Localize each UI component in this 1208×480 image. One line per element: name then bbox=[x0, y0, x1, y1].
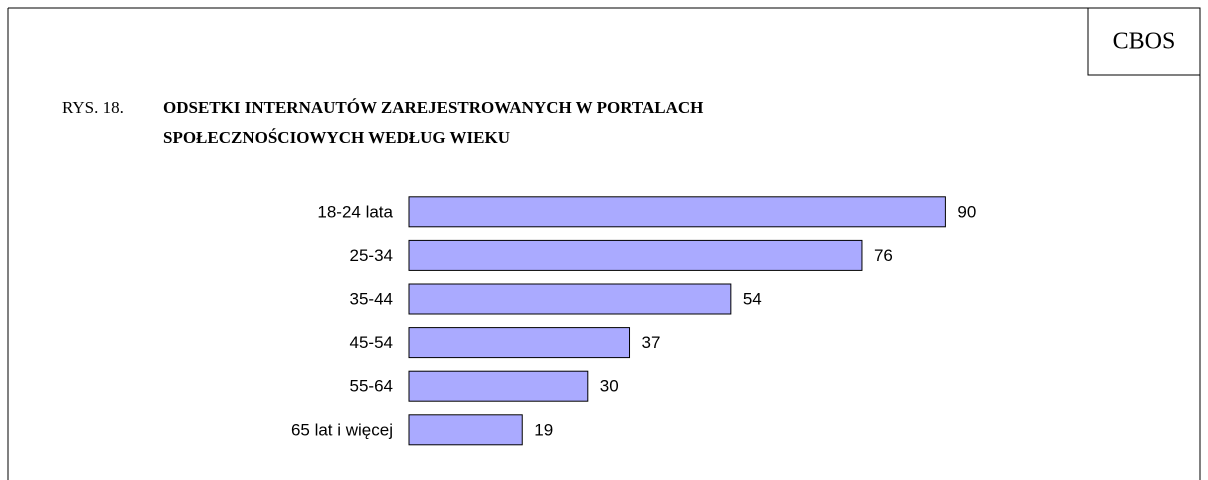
value-label: 54 bbox=[743, 289, 762, 308]
bar bbox=[408, 370, 589, 402]
y-tick-label: 55-64 bbox=[350, 377, 393, 396]
chart-title: ODSETKI INTERNAUTÓW ZAREJESTROWANYCH W P… bbox=[163, 98, 703, 117]
value-label: 19 bbox=[534, 420, 553, 439]
bar bbox=[408, 414, 523, 446]
chart-title: SPOŁECZNOŚCIOWYCH WEDŁUG WIEKU bbox=[163, 128, 510, 147]
badge-box bbox=[1087, 7, 1201, 76]
y-tick-label: 65 lat i więcej bbox=[291, 420, 393, 439]
value-label: 30 bbox=[600, 377, 619, 396]
bar bbox=[408, 283, 732, 315]
bar bbox=[408, 327, 631, 359]
y-tick-label: 25-34 bbox=[350, 246, 393, 265]
y-tick-label: 45-54 bbox=[350, 333, 393, 352]
value-label: 76 bbox=[874, 246, 893, 265]
bar bbox=[408, 239, 863, 271]
bar bbox=[408, 196, 946, 228]
badge: CBOS bbox=[1113, 29, 1176, 55]
value-label: 90 bbox=[957, 202, 976, 221]
figure-label: RYS. 18. bbox=[62, 98, 124, 117]
y-tick-label: 18-24 lata bbox=[317, 202, 393, 221]
y-tick-label: 35-44 bbox=[350, 289, 393, 308]
value-label: 37 bbox=[642, 333, 661, 352]
